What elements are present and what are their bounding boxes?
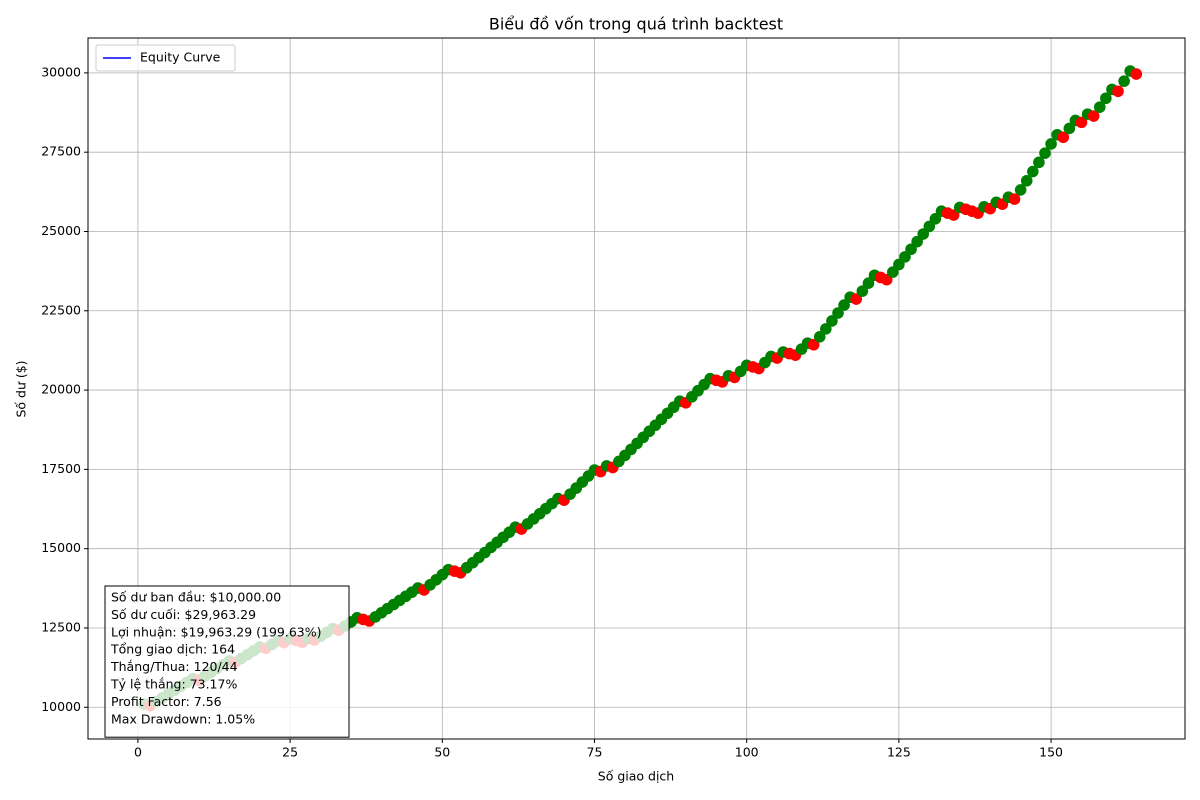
y-tick-label: 17500 — [41, 461, 81, 476]
y-tick-label: 15000 — [41, 540, 81, 555]
stats-line: Thắng/Thua: 120/44 — [110, 659, 238, 674]
legend-box — [95, 44, 236, 72]
trade-point — [813, 330, 826, 343]
trade-point — [820, 323, 832, 335]
x-tick-label: 150 — [1039, 745, 1063, 760]
y-tick-label: 22500 — [41, 302, 81, 317]
stats-line: Số dư ban đầu: $10,000.00 — [111, 590, 281, 605]
y-tick-label: 10000 — [41, 699, 81, 714]
trade-point — [1027, 165, 1039, 178]
trade-point — [1020, 174, 1033, 187]
x-tick-label: 25 — [282, 745, 298, 760]
trade-point — [856, 285, 869, 297]
x-axis-label: Số giao dịch — [598, 769, 674, 784]
trade-point — [838, 299, 850, 311]
x-tick-label: 75 — [587, 745, 603, 760]
trade-point — [826, 315, 838, 327]
trade-point — [1118, 75, 1130, 87]
y-tick-label: 30000 — [41, 64, 81, 79]
trade-point — [850, 293, 863, 305]
y-tick-label: 25000 — [41, 223, 81, 238]
trade-point — [1100, 92, 1112, 105]
stats-line: Lợi nhuận: $19,963.29 (199.63%) — [111, 624, 322, 639]
trade-point — [1063, 122, 1076, 135]
y-tick-label: 27500 — [41, 144, 81, 159]
trade-point — [1033, 156, 1045, 169]
trade-point — [1045, 138, 1057, 150]
stats-line: Tỷ lệ thắng: 73.17% — [110, 677, 237, 692]
trade-point — [1130, 68, 1143, 80]
x-tick-label: 0 — [134, 745, 142, 760]
y-tick-label: 12500 — [41, 619, 81, 634]
stats-line: Tổng giao dịch: 164 — [110, 642, 235, 657]
trade-point — [1075, 116, 1088, 129]
y-axis-label: Số dư ($) — [14, 360, 29, 417]
legend-label: Equity Curve — [140, 50, 221, 65]
y-tick-label: 20000 — [41, 382, 81, 397]
trade-point — [1112, 85, 1124, 98]
trade-point — [1039, 147, 1051, 159]
x-tick-label: 50 — [434, 745, 450, 760]
stats-box — [104, 585, 350, 738]
trade-point — [1087, 110, 1100, 122]
chart-title: Biểu đồ vốn trong quá trình backtest — [489, 15, 783, 34]
trade-point — [1093, 101, 1106, 113]
stats-line: Số dư cuối: $29,963.29 — [111, 607, 256, 622]
trade-point — [862, 277, 875, 289]
trade-point — [807, 338, 820, 351]
trade-point — [832, 307, 844, 319]
x-tick-label: 100 — [735, 745, 759, 760]
stats-line: Profit Factor: 7.56 — [111, 694, 222, 709]
trade-point — [1057, 131, 1070, 144]
trade-point — [1014, 184, 1027, 196]
trade-point — [1008, 193, 1021, 205]
x-tick-label: 125 — [887, 745, 911, 760]
plot-frame — [87, 37, 1186, 740]
stats-line: Max Drawdown: 1.05% — [111, 711, 255, 726]
